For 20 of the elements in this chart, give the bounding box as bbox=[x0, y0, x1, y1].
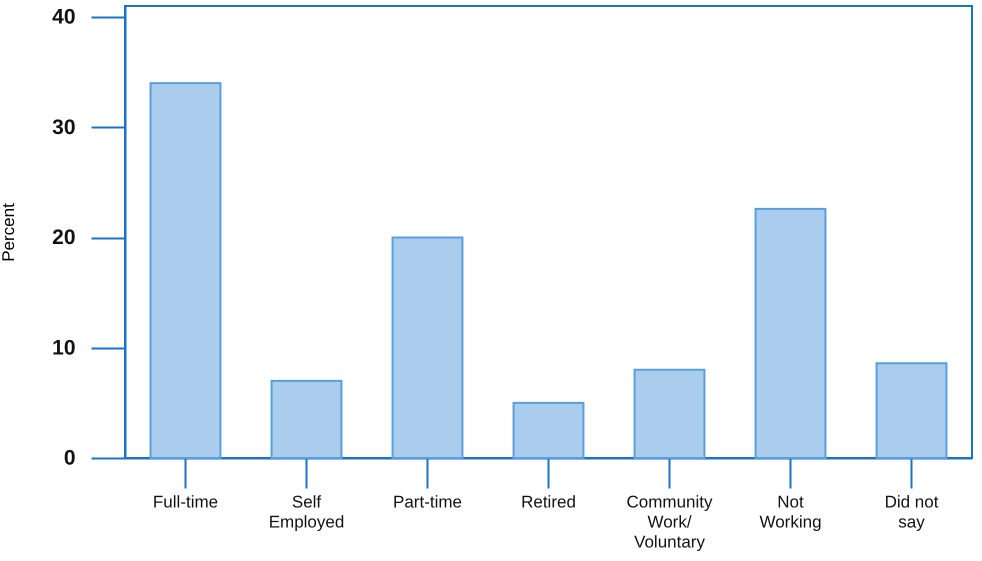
y-tick-label: 0 bbox=[64, 446, 76, 470]
x-tick-label: Self Employed bbox=[268, 492, 344, 532]
x-tick-label: Did not say bbox=[884, 492, 939, 532]
y-tick-label: 40 bbox=[52, 6, 76, 29]
y-tick-label: 20 bbox=[52, 226, 76, 250]
x-tick-label: Full-time bbox=[152, 492, 218, 512]
bar bbox=[512, 402, 584, 459]
bar bbox=[754, 208, 826, 459]
x-tick-label: Not Working bbox=[759, 492, 822, 532]
bar bbox=[634, 368, 706, 459]
bar bbox=[392, 236, 464, 459]
y-axis-title: Percent bbox=[0, 202, 18, 262]
y-tick-label: 30 bbox=[52, 116, 76, 139]
x-tick-label: Part-time bbox=[393, 492, 462, 512]
bar bbox=[150, 82, 222, 459]
x-tick-label: Community Work/ Voluntary bbox=[626, 492, 713, 552]
x-tick-label: Retired bbox=[521, 492, 576, 512]
y-tick-label: 10 bbox=[52, 336, 76, 360]
bar bbox=[876, 362, 948, 459]
bar bbox=[270, 380, 342, 459]
